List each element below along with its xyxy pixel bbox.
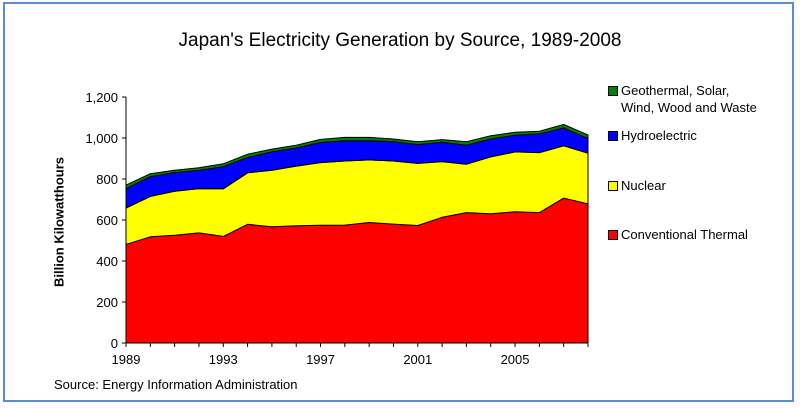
- y-tick-label: 1,200: [85, 90, 118, 105]
- legend-label-geothermal-line2: Wind, Wood and Waste: [621, 100, 757, 115]
- y-tick-label: 0: [111, 336, 118, 351]
- legend-label-nuclear: Nuclear: [621, 178, 666, 193]
- legend-label-geothermal-line1: Geothermal, Solar,: [621, 83, 730, 98]
- legend-label-hydroelectric: Hydroelectric: [621, 128, 697, 143]
- source-note: Source: Energy Information Administratio…: [54, 377, 298, 392]
- y-tick-label: 800: [96, 172, 118, 187]
- x-tick-label: 1997: [306, 352, 335, 367]
- chart-title: Japan's Electricity Generation by Source…: [178, 30, 622, 51]
- legend-swatch-nuclear: [608, 181, 618, 191]
- x-tick-label: 1989: [112, 352, 141, 367]
- area-geothermal-solar-wind-wood-and-waste: [125, 124, 589, 190]
- x-tick-label: 2001: [403, 352, 432, 367]
- legend-swatch-conventional-thermal: [608, 230, 618, 240]
- axes: 0 200 400 600 800 1,000 1,200 1989 1993 1997 2001 2…: [85, 90, 589, 367]
- legend-swatch-hydroelectric: [608, 131, 618, 141]
- legend-label-conventional-thermal: Conventional Thermal: [621, 227, 748, 242]
- x-tick-label: 2005: [501, 352, 530, 367]
- legend-swatch-geothermal: [608, 86, 618, 96]
- chart-frame: [3, 2, 794, 402]
- area-layers: [125, 124, 589, 344]
- y-tick-label: 1,000: [85, 131, 118, 146]
- x-tick-label: 1993: [209, 352, 238, 367]
- y-tick-label: 600: [96, 213, 118, 228]
- y-tick-label: 400: [96, 254, 118, 269]
- y-tick-label: 200: [96, 295, 118, 310]
